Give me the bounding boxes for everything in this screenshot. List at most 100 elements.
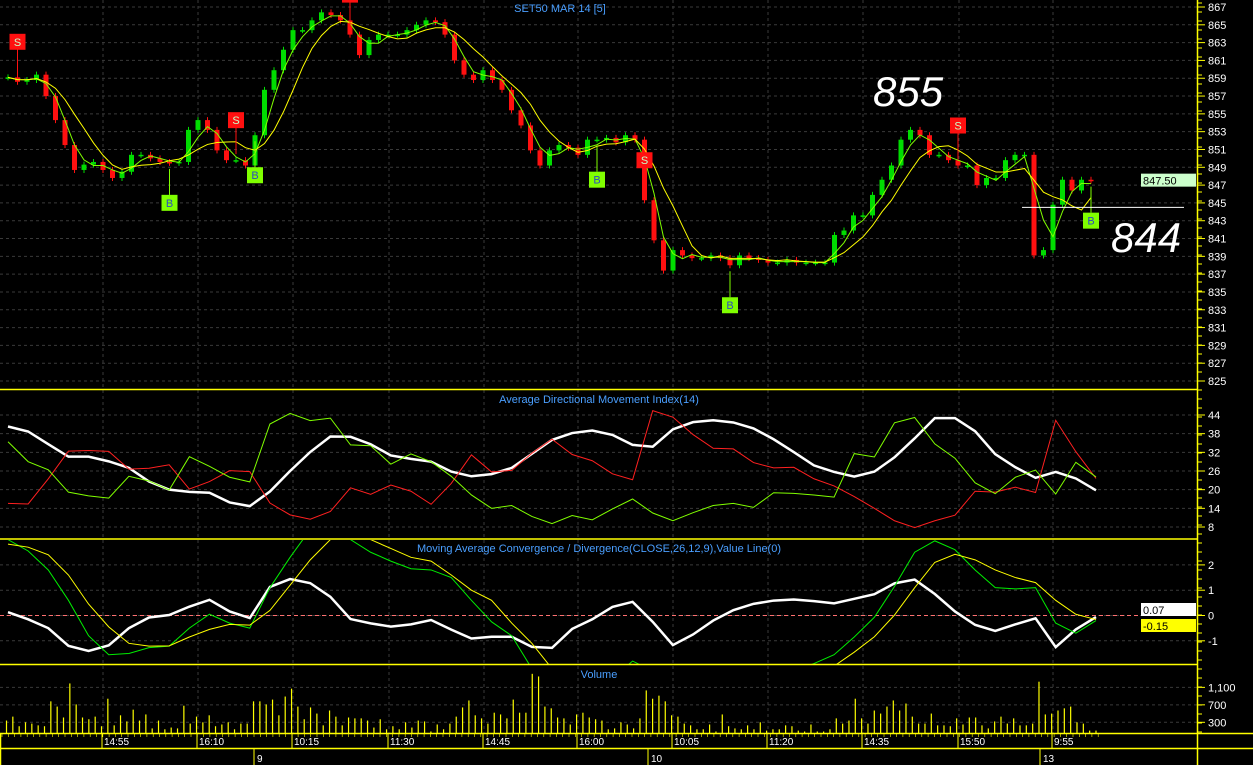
candle (946, 154, 951, 161)
y-tick-label: 1,100 (1208, 682, 1236, 694)
y-tick-label: 853 (1208, 127, 1226, 139)
moving-averages (7, 15, 1092, 264)
y-tick-label: 26 (1208, 466, 1220, 478)
candle (699, 258, 704, 260)
date-label: 9 (257, 754, 263, 765)
candle (1060, 179, 1065, 205)
candle (936, 154, 942, 157)
candle (442, 22, 448, 35)
candle (414, 24, 419, 31)
y-axis[interactable]: 867 865 863 861 859 857 855 853 851 849 847 845 843 8… (1198, 2, 1236, 733)
signal-box (589, 171, 605, 188)
signal-label: B (166, 198, 173, 210)
y-tick-label: 700 (1208, 700, 1226, 712)
candle (24, 80, 30, 82)
y-tick-label: 831 (1208, 323, 1226, 335)
y-tick-label: 300 (1208, 717, 1226, 729)
sell-signal[interactable]: S (228, 112, 244, 155)
signal-box (722, 297, 738, 314)
candle (376, 34, 381, 40)
candle (1088, 179, 1094, 182)
y-tick-label: 861 (1208, 55, 1226, 67)
y-tick-label: -1 (1208, 636, 1218, 648)
candle (148, 154, 153, 159)
y-tick-label: 2 (1208, 560, 1214, 572)
candle (366, 39, 372, 56)
y-tick-label: 839 (1208, 251, 1226, 263)
candle (689, 255, 695, 259)
candle (1069, 179, 1075, 191)
candle (385, 34, 391, 37)
candle (632, 135, 638, 140)
candle (537, 150, 543, 166)
candle (594, 139, 600, 142)
candle (72, 145, 77, 170)
candle (471, 74, 476, 81)
adx-panel[interactable]: Average Directional Movement Index(14) (7, 394, 1097, 529)
sell-signal[interactable]: S (9, 33, 26, 76)
buy-signal[interactable]: B (247, 141, 263, 184)
candle (917, 129, 923, 136)
candle (1003, 160, 1008, 178)
time-label: 11:20 (769, 737, 794, 748)
signal-label: S (641, 155, 648, 167)
y-tick-label: 1 (1208, 585, 1214, 597)
buy-signal[interactable]: B (161, 168, 178, 211)
time-label: 9:55 (1054, 737, 1074, 748)
volume-bars (5, 673, 1097, 733)
candle (423, 20, 429, 25)
price-panel[interactable]: SET50 MAR 14 [5] S B S B S B S B S B 855 844 (5, 0, 1185, 314)
candle (110, 169, 115, 178)
time-label: 14:35 (864, 737, 889, 748)
sell-signal[interactable]: S (950, 117, 966, 160)
candle (898, 139, 904, 166)
candle (851, 215, 856, 231)
sell-signal[interactable]: S (636, 152, 653, 195)
y-tick-label: 847 (1208, 180, 1226, 192)
buy-signal[interactable]: B (589, 145, 605, 188)
volume-panel[interactable]: Volume (5, 669, 1097, 733)
signal-box (1083, 212, 1099, 229)
buy-signal[interactable]: B (722, 271, 738, 314)
volume-title: Volume (581, 669, 618, 681)
candle (765, 259, 771, 263)
candle (319, 12, 324, 21)
time-axis[interactable]: 14:55 16:10 10:15 11:30 14:45 16:00 10:05 11:20… (1, 733, 1099, 765)
candle (205, 120, 210, 130)
time-label: 16:10 (199, 737, 224, 748)
candle (832, 234, 837, 263)
sell-signal[interactable]: S (342, 0, 358, 29)
candle (357, 34, 362, 56)
candle (879, 179, 885, 195)
y-tick-label: 851 (1208, 144, 1226, 156)
ma-fast-line (7, 15, 1092, 264)
candle (813, 262, 818, 265)
signal-label: B (593, 175, 600, 187)
y-tick-label: 849 (1208, 162, 1226, 174)
buy-signal[interactable]: B (1083, 186, 1099, 229)
time-label: 10:05 (674, 737, 699, 748)
candle (233, 160, 239, 162)
signal-box (950, 117, 966, 134)
candle (927, 135, 932, 155)
candle (870, 194, 875, 216)
plus-di-line (7, 412, 1097, 525)
annotation-support: 844 (1111, 214, 1181, 261)
signal-box (247, 167, 263, 184)
y-tick-label: 857 (1208, 91, 1226, 103)
candle (841, 230, 847, 235)
candle (651, 200, 657, 241)
candle (91, 161, 96, 165)
candle (955, 160, 961, 166)
y-tick-label: 835 (1208, 287, 1226, 299)
y-tick-label: 20 (1208, 485, 1220, 497)
candle (62, 120, 68, 146)
candle (575, 147, 581, 155)
candle (1079, 179, 1084, 191)
candle (243, 160, 248, 166)
macd-title: Moving Average Convergence / Divergence(… (417, 543, 781, 555)
candle (518, 110, 524, 126)
macd-panel[interactable]: Moving Average Convergence / Divergence(… (0, 524, 1197, 701)
